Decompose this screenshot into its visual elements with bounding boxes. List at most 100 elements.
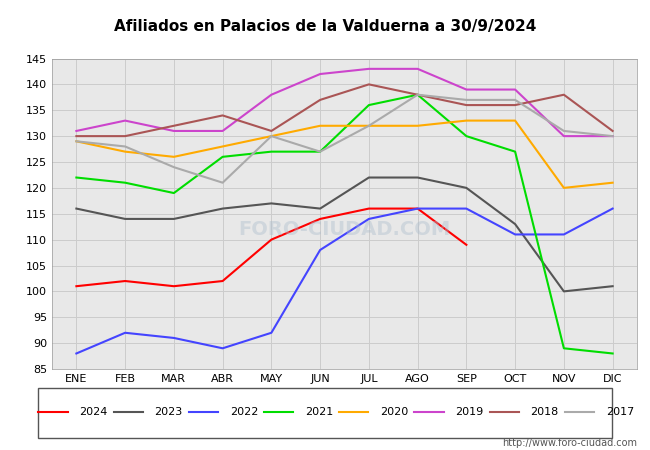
2017 [608,134,616,139]
Text: 2017: 2017 [606,407,634,417]
2022 [560,232,568,237]
2023 [560,289,568,294]
2023 [511,221,519,227]
2020 [463,118,471,123]
2021 [608,351,616,356]
2024 [316,216,324,222]
2017 [511,97,519,103]
Text: 2018: 2018 [530,407,559,417]
2023 [608,284,616,289]
Line: 2017: 2017 [77,95,612,183]
2019 [608,134,616,139]
2021 [316,149,324,154]
2022 [72,351,81,356]
2018 [511,103,519,108]
2022 [463,206,471,211]
2020 [413,123,421,129]
2023 [365,175,373,180]
2020 [316,123,324,129]
2022 [511,232,519,237]
2017 [463,97,471,103]
2020 [365,123,373,129]
2021 [365,103,373,108]
2017 [218,180,227,185]
2021 [170,190,178,196]
Text: FORO-CIUDAD.COM: FORO-CIUDAD.COM [239,220,450,239]
2018 [316,97,324,103]
2020 [268,134,276,139]
2023 [413,175,421,180]
2022 [218,346,227,351]
Line: 2024: 2024 [77,209,467,286]
Line: 2019: 2019 [77,69,612,136]
2020 [608,180,616,185]
2021 [72,175,81,180]
2024 [72,284,81,289]
2017 [72,139,81,144]
2022 [608,206,616,211]
Text: 2023: 2023 [155,407,183,417]
2023 [463,185,471,191]
2018 [268,128,276,134]
2019 [170,128,178,134]
2024 [170,284,178,289]
2024 [413,206,421,211]
2021 [511,149,519,154]
2017 [560,128,568,134]
Text: 2020: 2020 [380,407,408,417]
2018 [413,92,421,98]
2020 [560,185,568,191]
2018 [72,134,81,139]
2021 [268,149,276,154]
2017 [365,123,373,129]
2024 [268,237,276,243]
2024 [463,242,471,248]
Line: 2022: 2022 [77,209,612,354]
2022 [121,330,129,336]
2019 [316,72,324,77]
2024 [218,278,227,284]
2019 [413,66,421,72]
2024 [121,278,129,284]
2022 [170,335,178,341]
Text: 2019: 2019 [456,407,484,417]
2019 [72,128,81,134]
Text: http://www.foro-ciudad.com: http://www.foro-ciudad.com [502,438,637,448]
2020 [72,139,81,144]
2017 [121,144,129,149]
2017 [413,92,421,98]
2023 [218,206,227,211]
2021 [463,134,471,139]
2018 [608,128,616,134]
2019 [463,87,471,92]
2019 [511,87,519,92]
2020 [511,118,519,123]
2019 [365,66,373,72]
2018 [170,123,178,129]
Text: 2021: 2021 [305,407,333,417]
2018 [365,82,373,87]
2022 [413,206,421,211]
2019 [121,118,129,123]
2023 [268,201,276,206]
Text: 2022: 2022 [229,407,258,417]
2023 [170,216,178,222]
2019 [560,134,568,139]
2017 [268,134,276,139]
Line: 2021: 2021 [77,95,612,354]
2021 [121,180,129,185]
2017 [316,149,324,154]
2022 [268,330,276,336]
Line: 2023: 2023 [77,178,612,292]
2022 [365,216,373,222]
2022 [316,248,324,253]
Text: Afiliados en Palacios de la Valduerna a 30/9/2024: Afiliados en Palacios de la Valduerna a … [114,19,536,35]
2020 [121,149,129,154]
2021 [413,92,421,98]
2019 [218,128,227,134]
Line: 2020: 2020 [77,121,612,188]
2024 [365,206,373,211]
2023 [72,206,81,211]
2023 [121,216,129,222]
2021 [218,154,227,160]
